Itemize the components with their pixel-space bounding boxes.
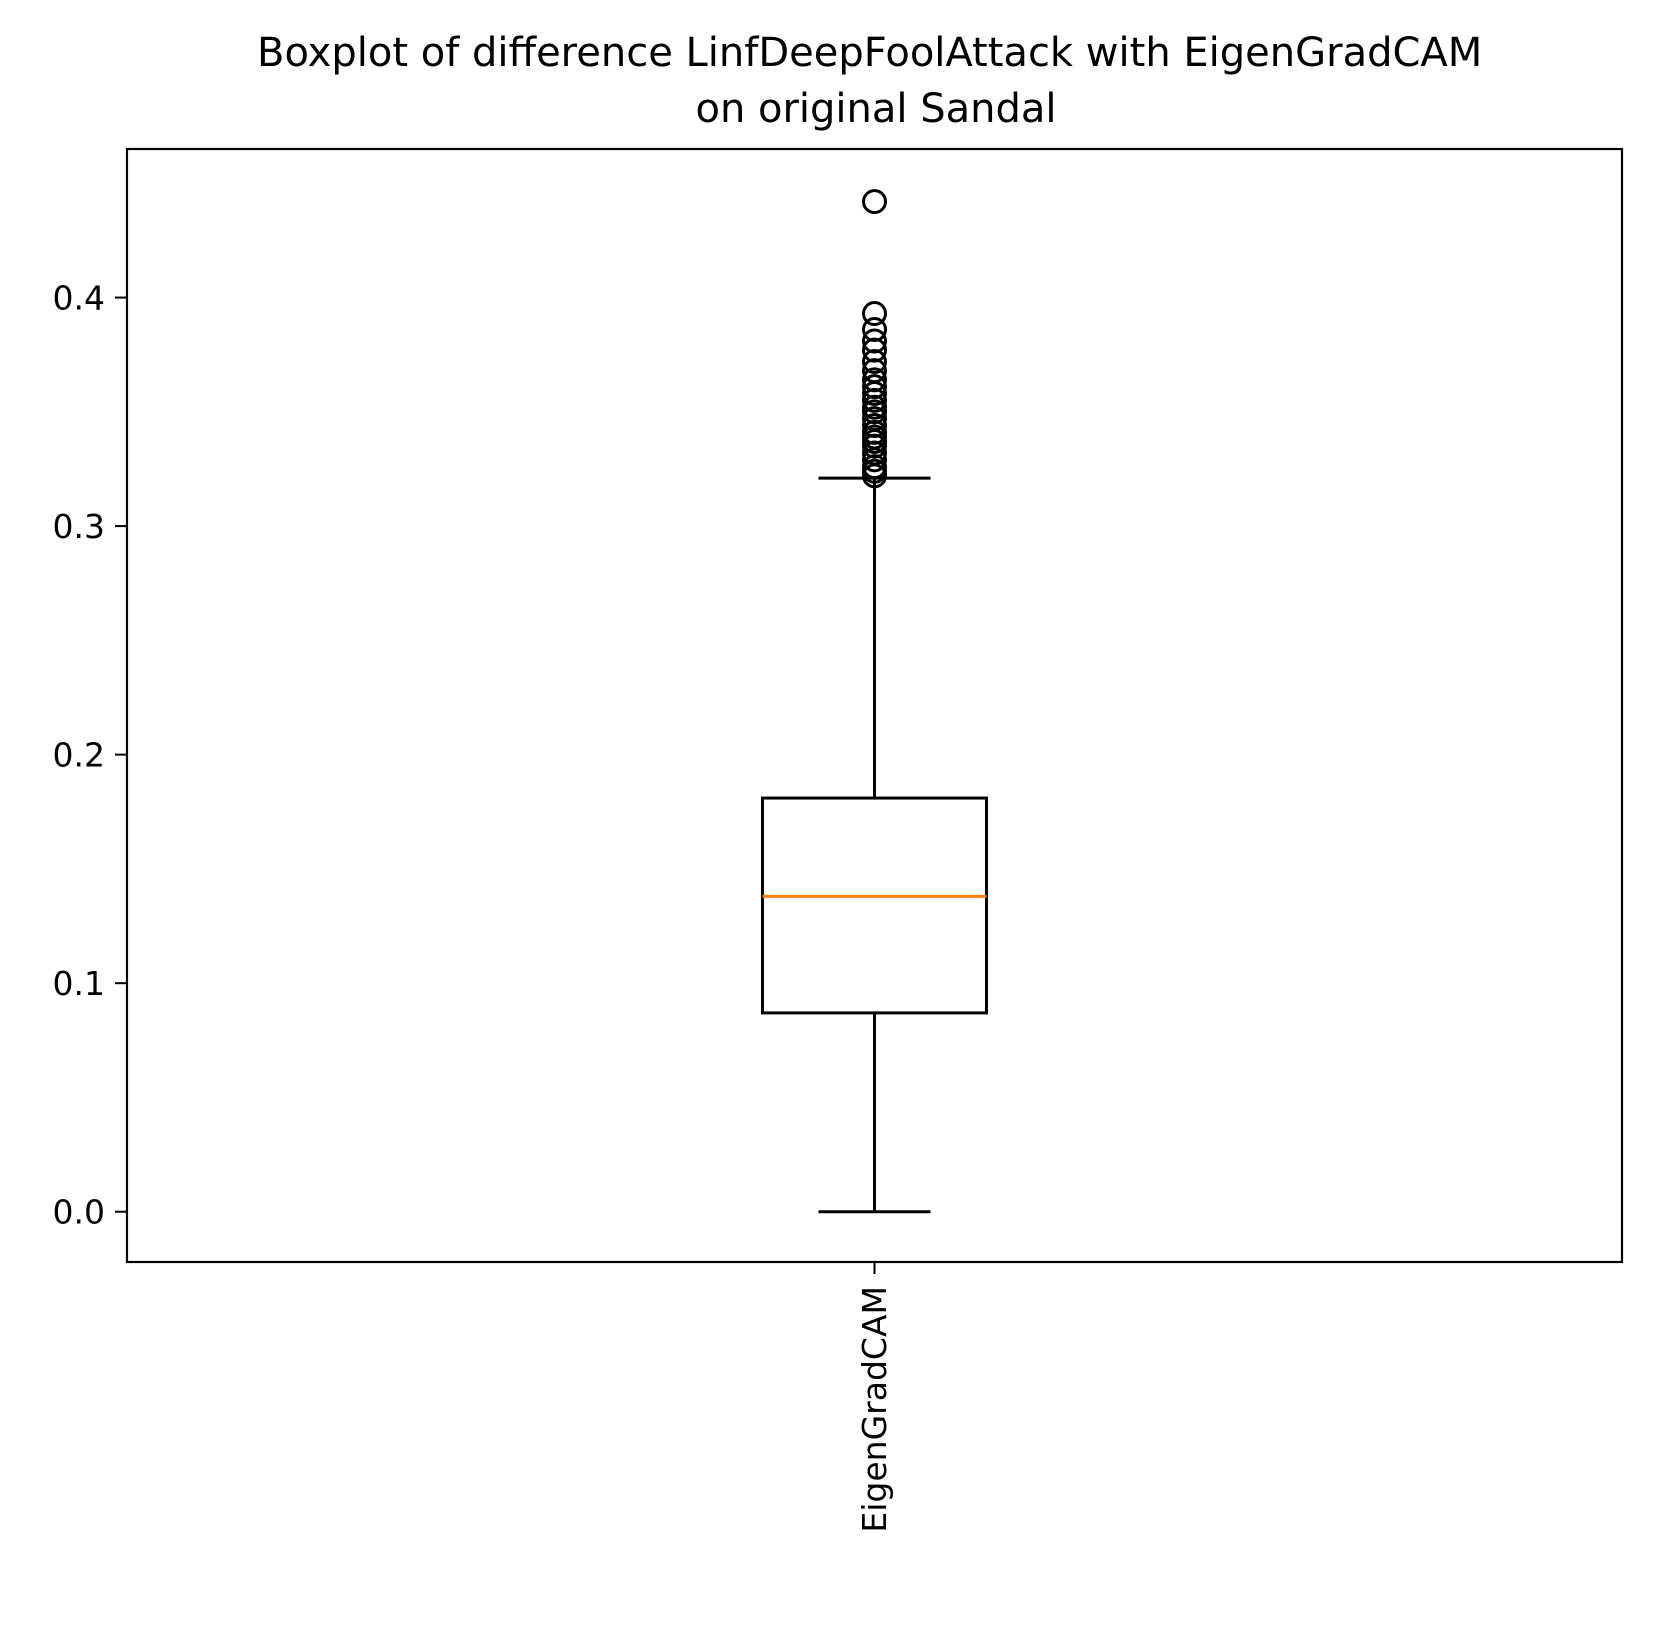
y-axis: 0.0 0.1 0.2 0.3 0.4 <box>53 279 127 1232</box>
chart-title-line: Boxplot of difference LinfDeepFoolAttack… <box>257 30 1482 76</box>
outlier-point <box>862 317 887 343</box>
y-tick-label: 0.1 <box>53 964 105 1003</box>
iqr-box <box>761 796 988 1015</box>
x-tick-label: EigenGradCAM <box>855 1286 894 1533</box>
plot-marks <box>761 189 988 1214</box>
outlier-point <box>862 374 887 400</box>
y-tick-label: 0.4 <box>53 279 105 318</box>
outlier-point <box>862 328 887 354</box>
x-axis: EigenGradCAM <box>855 1262 894 1533</box>
outlier-point <box>862 413 887 439</box>
outlier-point <box>862 189 887 215</box>
outlier-point <box>862 367 887 393</box>
chart-title: Boxplot of difference LinfDeepFoolAttack… <box>257 30 1495 132</box>
outlier-point <box>862 406 887 432</box>
y-tick-label: 0.0 <box>53 1193 105 1232</box>
y-tick-label: 0.2 <box>53 736 105 775</box>
outlier-point <box>862 301 887 327</box>
chart-title-line: on original Sandal <box>695 86 1056 132</box>
y-tick-label: 0.3 <box>53 507 105 546</box>
